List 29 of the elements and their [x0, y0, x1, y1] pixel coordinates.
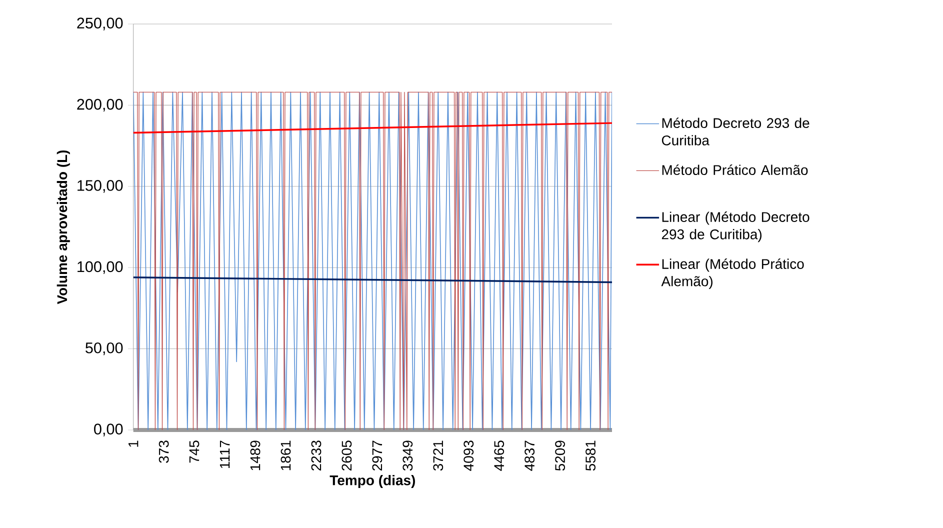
- x-tick-label: 1861: [280, 440, 291, 470]
- x-tick-label: 2233: [311, 440, 322, 470]
- legend-label: Método Prático Alemão: [662, 164, 808, 176]
- x-tick-label: 3349: [402, 440, 413, 471]
- y-tick-label: 50,00: [86, 342, 123, 356]
- x-tick-label: 745: [189, 440, 200, 463]
- x-tick-label: 1: [128, 440, 138, 447]
- y-tick-label: 150,00: [78, 180, 123, 193]
- x-tick-label: 5209: [555, 440, 566, 471]
- line-series: [133, 92, 612, 430]
- y-tick-label: 200,00: [77, 98, 123, 112]
- x-tick-label: 5581: [586, 440, 596, 471]
- y-tick-label: 250,00: [77, 18, 123, 30]
- x-tick-label: 4837: [524, 440, 535, 471]
- x-tick-label: 373: [158, 440, 169, 463]
- x-tick-label: 4465: [494, 440, 504, 471]
- y-tick-label: 0,00: [94, 424, 123, 436]
- x-tick-label: 1489: [250, 440, 260, 470]
- legend-label: Método Decreto 293 de Curitiba: [662, 118, 810, 146]
- y-tick-label: 100,00: [78, 261, 123, 274]
- x-tick-label: 4093: [464, 440, 474, 471]
- y-axis-title: Volume aproveitado (L): [56, 150, 70, 304]
- x-tick-label: 1117: [220, 440, 230, 468]
- x-tick-label: 2605: [342, 440, 352, 470]
- x-tick-label: 2977: [372, 440, 382, 470]
- x-tick-label: 3721: [433, 440, 444, 471]
- x-axis-title: Tempo (dias): [330, 475, 415, 488]
- legend-label: Linear (Método Prático Alemão): [661, 258, 804, 290]
- legend-label: Linear (Método Decreto 293 de Curitiba): [662, 212, 810, 242]
